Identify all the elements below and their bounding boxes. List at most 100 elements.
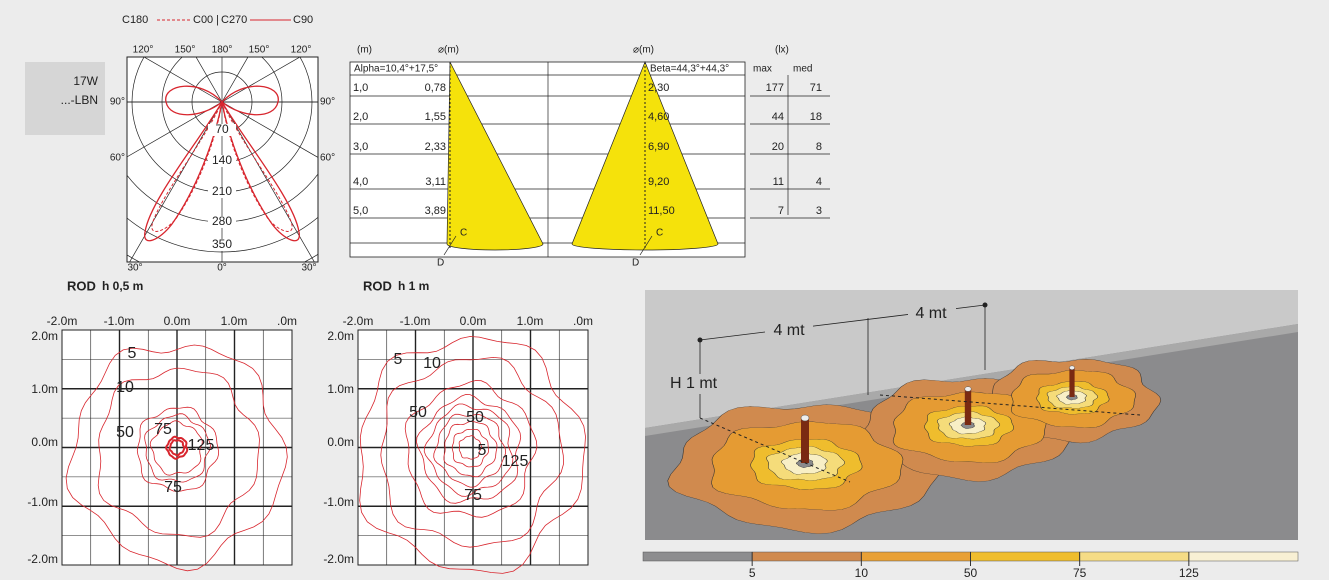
polar-radial: 210	[212, 184, 232, 198]
pole-cap	[1069, 365, 1075, 370]
axis-line	[879, 394, 1141, 416]
c-leader	[639, 235, 653, 256]
y-tick-label: -1.0m	[323, 495, 354, 509]
iso-contour	[423, 403, 514, 497]
label-bg	[666, 374, 716, 394]
polar-radial: 140	[212, 153, 232, 167]
height-value: 5,0	[353, 205, 368, 217]
scale-segment	[1079, 551, 1190, 562]
header: (lx)	[775, 45, 789, 56]
polar-angle: 120°	[133, 45, 154, 56]
label-bg	[908, 305, 956, 323]
pole	[964, 389, 972, 425]
y-tick-label: 2.0m	[327, 329, 354, 343]
label-bg	[208, 216, 236, 228]
pole-cap	[800, 414, 810, 422]
iso-contour	[136, 406, 219, 492]
legend-label: C180	[122, 14, 148, 26]
lamp-power: 17W	[73, 74, 98, 88]
alpha-diameter: 3,89	[425, 205, 446, 217]
beta-diameter: 11,50	[648, 205, 675, 217]
scale-label: 75	[1073, 566, 1087, 580]
alpha-diameter: 1,55	[425, 111, 446, 123]
iso-contour	[144, 413, 211, 483]
polar-spoke	[221, 101, 318, 158]
iso-title: ROD	[67, 278, 96, 293]
contour-label: 125	[188, 437, 215, 454]
contour-label: 75	[154, 421, 172, 438]
label-bg	[208, 124, 236, 136]
y-tick-label: 0.0m	[327, 435, 354, 449]
c-label: C	[656, 228, 663, 239]
pole-cap	[964, 386, 972, 392]
render-scene	[645, 290, 1298, 540]
x-tick-label: .0m	[277, 314, 297, 328]
label-bg	[765, 322, 813, 340]
polar-angle: 30°	[127, 263, 142, 274]
lux-max: 7	[778, 205, 784, 217]
x-tick-label: 0.0m	[460, 314, 487, 328]
height-value: 1,0	[353, 82, 368, 94]
scale-label: 5	[749, 566, 756, 580]
polar-spoke	[127, 101, 223, 158]
label-bg	[208, 155, 236, 167]
beta-diameter: 9,20	[648, 176, 669, 188]
scale-label: 50	[964, 566, 978, 580]
lux-med: 18	[810, 111, 822, 123]
polar-angle: 30°	[301, 263, 316, 274]
y-tick-label: 2.0m	[31, 329, 58, 343]
iso-contour	[380, 356, 564, 548]
contour-label: 50	[116, 424, 134, 441]
beta-diameter: 4,60	[648, 111, 669, 123]
contour-label: 50	[466, 409, 484, 426]
c-label: C	[460, 228, 467, 239]
iso-contour	[416, 394, 522, 504]
dimension-dot	[982, 302, 988, 308]
x-tick-label: -1.0m	[400, 314, 431, 328]
iso-contour	[433, 413, 507, 488]
beta-label: Beta=44,3°+44,3°	[650, 64, 729, 75]
contour-label: 5	[128, 345, 137, 362]
iso-contour	[443, 420, 498, 478]
y-tick-label: -2.0m	[323, 552, 354, 566]
polar-angle: 90°	[320, 97, 335, 108]
legend-label: C90	[293, 14, 313, 26]
pole	[801, 418, 809, 463]
polar-radial: 70	[215, 122, 229, 136]
height-value: 2,0	[353, 111, 368, 123]
y-tick-label: -2.0m	[27, 552, 58, 566]
iso-plots	[61, 329, 589, 574]
y-tick-label: 0.0m	[31, 435, 58, 449]
polar-spoke	[221, 57, 301, 103]
contour-label: 10	[423, 355, 441, 372]
polar-angle: 180°	[212, 45, 233, 56]
color-scale	[642, 551, 1299, 566]
legend-label: |	[216, 14, 219, 26]
iso-contour	[168, 439, 186, 457]
scale-label: 125	[1179, 566, 1199, 580]
spacing-label: 4 mt	[773, 322, 805, 339]
polar-curves	[144, 85, 300, 242]
iso-contour	[165, 435, 189, 460]
lamp-code: ...-LBN	[61, 93, 98, 107]
iso-contour	[404, 380, 538, 518]
alpha-diameter: 0,78	[425, 82, 446, 94]
d-label: D	[632, 258, 639, 269]
polar-angle: 60°	[110, 153, 125, 164]
dimension-dot	[697, 337, 703, 343]
iso-contour	[149, 420, 203, 476]
polar-angle: 150°	[249, 45, 270, 56]
header: max	[753, 64, 772, 75]
x-tick-label: -1.0m	[104, 314, 135, 328]
iso-contour	[65, 344, 288, 572]
header: med	[793, 64, 812, 75]
iso-height: h 0,5 m	[102, 279, 143, 293]
polar-spoke	[221, 57, 249, 103]
lux-max: 20	[772, 141, 784, 153]
contour-label: 75	[164, 479, 182, 496]
y-tick-label: -1.0m	[27, 495, 58, 509]
d-label: D	[437, 258, 444, 269]
beta-diameter: 6,90	[648, 141, 669, 153]
polar-angle: 0°	[217, 263, 227, 274]
